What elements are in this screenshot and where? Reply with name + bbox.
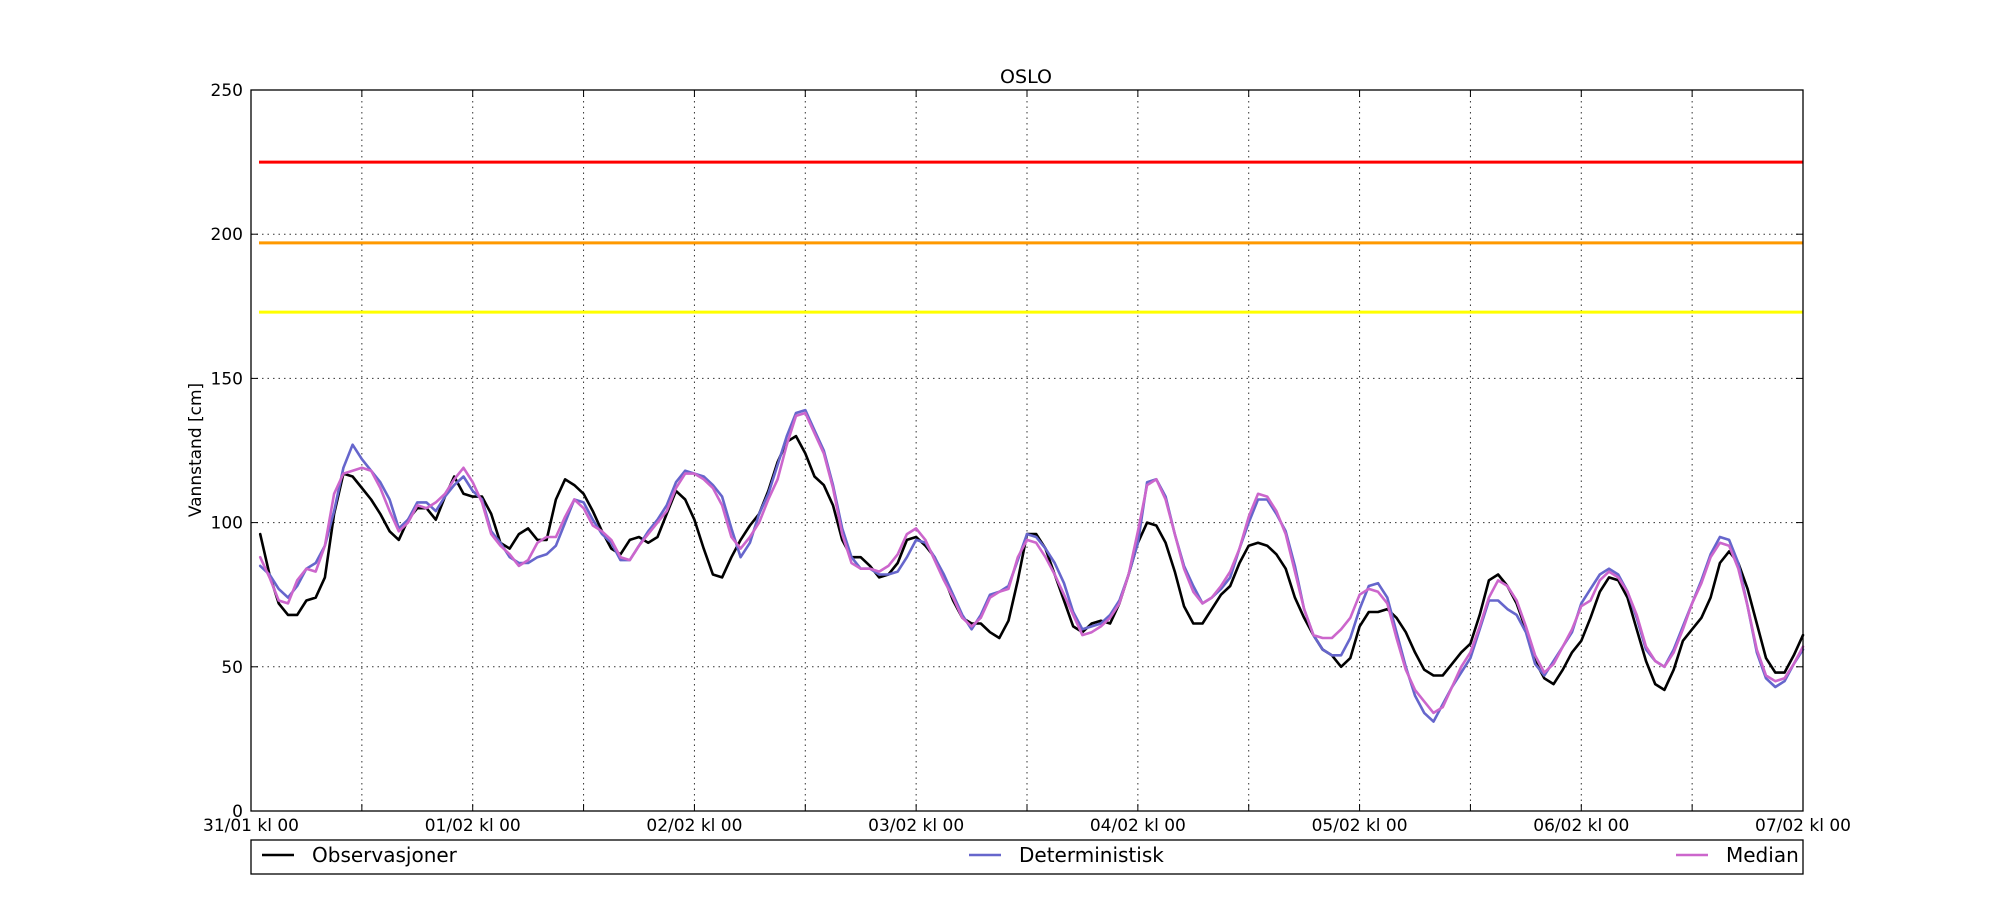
x-tick-label: 02/02 kl 00 bbox=[646, 816, 742, 836]
y-tick-label: 100 bbox=[211, 514, 243, 534]
legend-label-median: Median bbox=[1726, 843, 1799, 867]
x-tick-label: 05/02 kl 00 bbox=[1312, 816, 1408, 836]
threshold-lines bbox=[259, 160, 1803, 314]
y-tick-label: 250 bbox=[211, 81, 243, 101]
x-tick-label: 31/01 kl 00 bbox=[203, 816, 299, 836]
y-tick-label: 50 bbox=[221, 658, 243, 678]
series-line-observasjoner bbox=[258, 434, 1805, 692]
axis-ticks: 31/01 kl 00 01/02 kl 00 02/02 kl 00 03/02 k… bbox=[203, 81, 1851, 836]
grid-lines bbox=[251, 90, 1803, 811]
series-lines bbox=[258, 408, 1805, 723]
x-tick-label: 04/02 kl 00 bbox=[1090, 816, 1186, 836]
series-line-median bbox=[258, 411, 1805, 715]
chart-title: OSLO bbox=[1000, 66, 1052, 88]
legend-label-observasjoner: Observasjoner bbox=[312, 843, 458, 867]
y-tick-label: 150 bbox=[211, 369, 243, 389]
x-tick-label: 06/02 kl 00 bbox=[1533, 816, 1629, 836]
legend-label-deterministisk: Deterministisk bbox=[1019, 843, 1164, 867]
legend: Observasjoner Deterministisk Median bbox=[250, 839, 1804, 875]
y-axis-label: Vannstand [cm] bbox=[186, 383, 206, 517]
x-tick-label: 01/02 kl 00 bbox=[425, 816, 521, 836]
y-tick-label: 200 bbox=[211, 225, 243, 245]
legend-box bbox=[250, 839, 1804, 875]
x-tick-label: 07/02 kl 00 bbox=[1755, 816, 1851, 836]
x-tick-label: 03/02 kl 00 bbox=[868, 816, 964, 836]
y-tick-label: 0 bbox=[232, 802, 243, 822]
plot-frame bbox=[250, 89, 1804, 812]
